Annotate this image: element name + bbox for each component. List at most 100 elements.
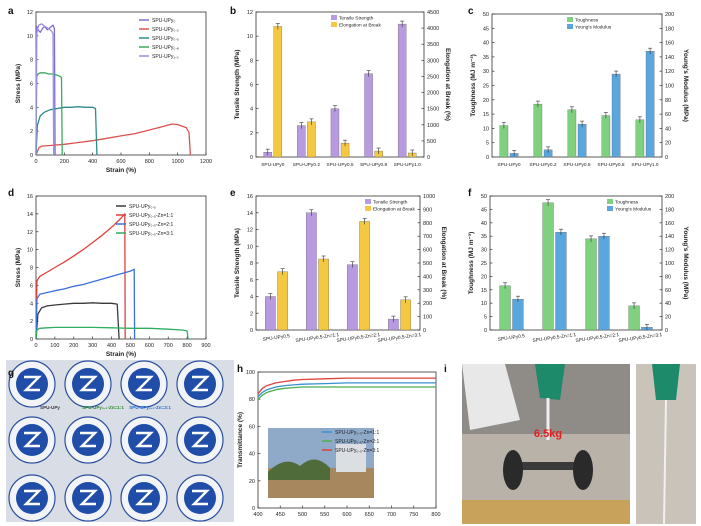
dumbbell-plate-left <box>503 450 523 490</box>
category-label: SPU-UPy0.5-Zn=3:1 <box>618 332 663 344</box>
y2-tick-label: 2500 <box>427 74 439 80</box>
y2-tick-label: 800 <box>423 221 432 227</box>
y-tick-label: 15 <box>481 288 487 294</box>
y2-tick-label: 100 <box>665 261 674 267</box>
legend-swatch <box>331 15 337 20</box>
x-tick-label: 500 <box>298 512 307 518</box>
x-tick-label: 600 <box>145 343 154 349</box>
y2-tick-label: 0 <box>423 328 426 334</box>
y-tick-label: 6 <box>30 82 33 88</box>
bar <box>645 51 655 158</box>
y-tick-label: 0 <box>484 328 487 334</box>
series-line <box>35 326 189 340</box>
bar <box>499 125 509 158</box>
y-tick-label: 35 <box>483 55 489 61</box>
x-tick-label: 800 <box>183 343 192 349</box>
x-tick-label: 400 <box>253 512 262 518</box>
x-tick-label: 1200 <box>200 159 212 165</box>
badge-z-mark <box>135 375 154 392</box>
bar <box>611 73 621 158</box>
photo-layer: SPU-UPy SPU-UPy₀.₅-Zn=1:1 SPU-UPy₀.₅-Zn=3:… <box>6 360 696 525</box>
x-axis-label: Strain (%) <box>106 167 136 174</box>
y2-tick-label: 200 <box>665 194 674 200</box>
series-line <box>35 24 56 156</box>
bar <box>277 271 288 331</box>
x-tick-label: 300 <box>88 343 97 349</box>
y-tick-label: 8 <box>30 58 33 64</box>
category-label: SPU-UPy0.8 <box>597 162 625 168</box>
x-axis-label: Strain (%) <box>106 351 136 358</box>
y2-tick-label: 20 <box>665 315 671 321</box>
category-label: SPU-UPy0 <box>261 162 285 168</box>
y-axis-label: Tensile Strength (MPa) <box>234 228 241 298</box>
y2-tick-label: 160 <box>665 41 674 47</box>
y-tick-label: 8 <box>250 58 253 64</box>
legend-label: Toughness <box>615 200 639 206</box>
y2-tick-label: 500 <box>427 139 436 145</box>
panel-letter: b <box>230 6 236 17</box>
y-axis-label: Tensile Strength (MPa) <box>234 50 241 120</box>
y2-tick-label: 180 <box>665 26 674 32</box>
y-tick-label: 35 <box>481 234 487 240</box>
legend-label: SPU-UPy₀.₅ <box>152 36 179 42</box>
bar <box>512 299 524 331</box>
bar <box>533 103 543 158</box>
category-label: SPU-UPy0.5-Zn=1:1 <box>295 332 340 344</box>
x-tick-label: 750 <box>409 512 418 518</box>
y-tick-label: 4 <box>250 295 253 301</box>
chart-d: 0 100 200 300 400 500 600 700 800 900 0 2 4 6 8 10 12 14 1… <box>15 194 211 358</box>
bar <box>598 236 610 331</box>
legend-swatch <box>331 22 337 27</box>
y-tick-label: 14 <box>27 212 33 218</box>
x-tick-label: 800 <box>145 159 154 165</box>
bar <box>585 238 597 331</box>
y-tick-label: 80 <box>249 397 255 403</box>
x-tick-label: 0 <box>34 343 37 349</box>
badge-sample-label: SPU-UPy₀.₅-Zn=3:1 <box>129 405 171 410</box>
bar <box>364 73 373 158</box>
y-tick-label: 16 <box>27 194 33 200</box>
legend-label: Tensile Strength <box>373 200 408 206</box>
y2-tick-label: 1500 <box>427 107 439 113</box>
x-tick-label: 0 <box>34 159 37 165</box>
y-tick-label: 10 <box>481 301 487 307</box>
x-tick-label: 450 <box>276 512 285 518</box>
y-tick-label: 15 <box>483 112 489 118</box>
bar <box>601 115 611 158</box>
y2-tick-label: 120 <box>665 248 674 254</box>
weight-label: 6.5kg <box>534 428 562 440</box>
series-line <box>257 377 436 395</box>
y2-tick-label: 900 <box>423 207 432 213</box>
dumbbell-bar <box>505 462 590 470</box>
strip-photo-film <box>663 399 667 525</box>
legend-swatch <box>607 199 613 204</box>
legend-swatch <box>567 24 573 29</box>
y-axis-label: Stress (MPa) <box>15 64 22 103</box>
badge-z-mark <box>79 375 98 392</box>
y2-tick-label: 20 <box>665 141 671 147</box>
y-tick-label: 0 <box>30 153 33 159</box>
y-tick-label: 20 <box>249 479 255 485</box>
y-tick-label: 6 <box>250 83 253 89</box>
y-tick-label: 2 <box>250 131 253 137</box>
x-tick-label: 500 <box>126 343 135 349</box>
y-tick-label: 5 <box>484 315 487 321</box>
category-label: SPU-UPy0.2 <box>529 162 557 168</box>
y-tick-label: 5 <box>486 141 489 147</box>
x-tick-label: 800 <box>431 512 440 518</box>
y2-tick-label: 200 <box>423 301 432 307</box>
category-label: SPU-UPy0.5 <box>262 333 290 343</box>
y-tick-label: 25 <box>483 84 489 90</box>
badge-z-mark <box>23 431 42 448</box>
x-tick-label: 200 <box>69 343 78 349</box>
chart-c: 0 5 10 15 20 25 30 35 40 45 50 0 20 40 60 80 100 120 140 16… <box>470 12 689 168</box>
y2-tick-label: 80 <box>665 274 671 280</box>
y-tick-label: 30 <box>481 248 487 254</box>
legend-label: SPU-UPy₀.₅-Zn=2:1 <box>129 222 173 228</box>
category-label: SPU-UPy0.5 <box>326 162 354 168</box>
y2-tick-label: 40 <box>665 301 671 307</box>
category-label: SPU-UPy0.2 <box>293 162 321 168</box>
y-tick-label: 8 <box>250 261 253 267</box>
y2-tick-label: 40 <box>665 126 671 132</box>
bar <box>397 23 407 158</box>
